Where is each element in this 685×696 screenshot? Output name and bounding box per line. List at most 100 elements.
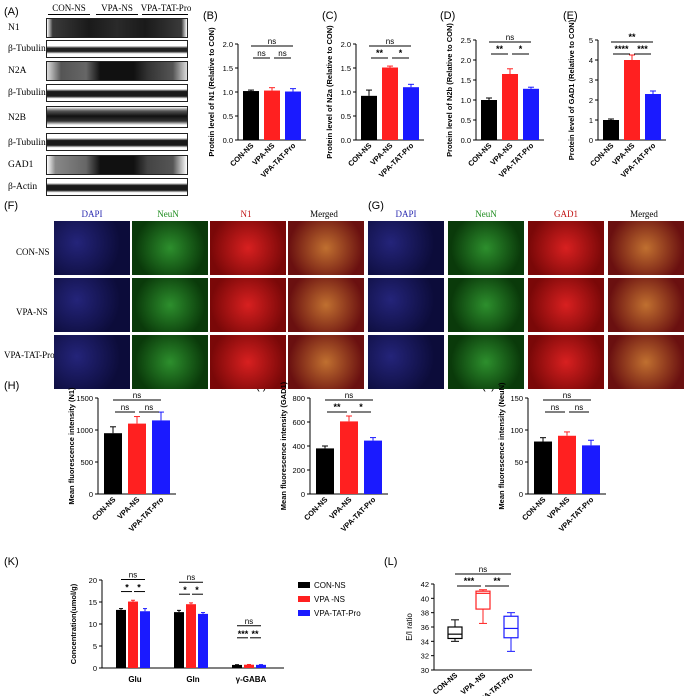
y-axis-label: Protein level of GAD1 (Relative to CON) xyxy=(567,20,576,160)
box xyxy=(447,626,463,640)
if-f-row-label: VPA-TAT-Pro xyxy=(4,350,55,360)
bar xyxy=(140,611,150,668)
y-tick-label: 1.5 xyxy=(341,64,351,73)
sig-label: ** xyxy=(333,402,341,412)
blot-band-tubulin-2 xyxy=(46,84,188,102)
y-tick-label: 38 xyxy=(421,609,429,618)
bar xyxy=(645,94,661,140)
blot-row-label: β-Tubulin xyxy=(8,88,46,98)
bar xyxy=(558,435,576,494)
if-g-header-merged: Merged xyxy=(630,209,658,219)
blot-band-tubulin-1 xyxy=(46,40,188,58)
panel-label-h: (H) xyxy=(4,380,20,392)
y-tick-label: 0 xyxy=(589,136,593,145)
if-image-cell xyxy=(528,278,604,332)
sig-label: ** xyxy=(493,576,501,586)
chart-e: 0 1 2 3 4 5 Protein level of GAD1 (Relative to… xyxy=(567,20,666,180)
sig-label: ns xyxy=(121,403,129,412)
sig-label: ns xyxy=(563,391,571,400)
blot-group-con: CON-NS xyxy=(52,3,86,13)
x-tick-label: CON-NS xyxy=(588,141,615,168)
bar xyxy=(403,87,419,140)
y-tick-label: 42 xyxy=(421,580,429,589)
bar xyxy=(116,609,126,668)
if-image-cell xyxy=(448,278,524,332)
panel-label-d: (D) xyxy=(440,10,456,22)
bar xyxy=(364,440,382,494)
blot-band-n2b xyxy=(46,106,188,128)
y-tick-label: 2.5 xyxy=(461,36,471,45)
if-image-cell xyxy=(54,221,130,275)
y-axis-label: Protein level of N2b (Relative to CON) xyxy=(445,23,454,157)
y-axis-label: Protein level of N2a (Relative to CON) xyxy=(325,25,334,159)
if-image-cell xyxy=(210,221,286,275)
bar xyxy=(128,423,146,494)
sig-label: ns xyxy=(245,617,253,626)
y-tick-label: 200 xyxy=(292,466,305,475)
bar xyxy=(502,74,518,140)
y-tick-label: 0 xyxy=(89,490,93,499)
blot-band-n1 xyxy=(46,18,188,38)
if-f-row-label: VPA-NS xyxy=(16,307,48,317)
blot-band-actin xyxy=(46,178,188,196)
chart-c: 0.0 0.5 1.0 1.5 2.0 Protein level of N2a (Rel… xyxy=(325,25,424,180)
panel-label-e: (E) xyxy=(563,10,578,22)
y-tick-label: 600 xyxy=(292,418,305,427)
y-axis-label: Mean fluorescence intensity (GAD1) xyxy=(279,382,288,510)
if-image-cell xyxy=(54,278,130,332)
y-tick-label: 1.5 xyxy=(223,64,233,73)
sig-label: *** xyxy=(637,44,648,54)
blot-row-label: N2B xyxy=(8,113,26,123)
y-tick-label: 0.0 xyxy=(223,136,233,145)
y-tick-label: 0 xyxy=(301,490,305,499)
y-tick-label: 2.0 xyxy=(461,56,471,65)
y-axis-label: E/I ratio xyxy=(405,613,414,641)
bar xyxy=(174,612,184,668)
sig-label: ns xyxy=(187,573,195,582)
bar xyxy=(340,421,358,494)
bar xyxy=(316,448,334,494)
sig-label: ns xyxy=(257,49,265,58)
blot-group-underline-2 xyxy=(96,14,138,15)
y-tick-label: 0.0 xyxy=(341,136,351,145)
if-image-cell xyxy=(132,335,208,389)
bar xyxy=(256,664,266,668)
y-tick-label: 40 xyxy=(421,594,429,603)
y-tick-label: 30 xyxy=(421,666,429,675)
bar xyxy=(186,604,196,668)
sig-label: ** xyxy=(251,629,259,639)
if-image-cell xyxy=(368,278,444,332)
sig-label: * xyxy=(519,44,523,54)
y-tick-label: 100 xyxy=(510,426,523,435)
blot-band-tubulin-3 xyxy=(46,133,188,151)
panel-label-c: (C) xyxy=(322,10,338,22)
chart-b: 0.0 0.5 1.0 1.5 2.0 Protein level of N1 (Rela… xyxy=(207,27,306,180)
if-image-cell xyxy=(132,278,208,332)
if-panel-f: DAPI NeuN N1 Merged CON-NS VPA-NS VPA-TA… xyxy=(0,205,365,389)
if-g-header-gad1: GAD1 xyxy=(554,209,578,219)
sig-label: * xyxy=(137,583,141,593)
y-axis-label: Mean fluorescence intensity (N1) xyxy=(67,387,76,505)
if-image-cell xyxy=(608,221,684,275)
sig-label: ns xyxy=(278,49,286,58)
blot-row-label: β-Tubulin xyxy=(8,44,46,54)
y-tick-label: 1 xyxy=(589,116,593,125)
blot-row-label: β-Actin xyxy=(8,182,38,192)
y-tick-label: 20 xyxy=(89,576,97,585)
sig-label: *** xyxy=(238,629,249,639)
sig-label: ** xyxy=(496,44,504,54)
if-g-header-dapi: DAPI xyxy=(395,209,417,219)
if-image-cell xyxy=(608,335,684,389)
x-tick-label: Gln xyxy=(186,675,199,684)
y-tick-label: 5 xyxy=(589,36,593,45)
chart-d: 0.0 0.5 1.0 1.5 2.0 2.5 Protein level of N2b (… xyxy=(445,23,544,180)
bar xyxy=(624,60,640,140)
sig-label: ns xyxy=(386,37,394,46)
if-f-header-dapi: DAPI xyxy=(81,209,103,219)
sig-label: * xyxy=(125,583,129,593)
if-image-cell xyxy=(608,278,684,332)
if-f-header-merged: Merged xyxy=(310,209,338,219)
bar xyxy=(361,95,377,140)
y-tick-label: 15 xyxy=(89,598,97,607)
